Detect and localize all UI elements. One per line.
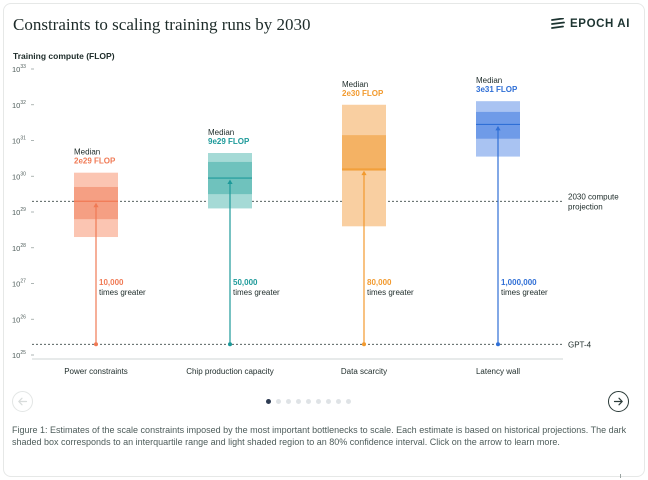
reference-line-label: 2030 compute xyxy=(568,192,619,201)
growth-arrow-head xyxy=(361,170,367,176)
chart-title: Constraints to scaling training runs by … xyxy=(13,15,311,34)
carousel-dot[interactable] xyxy=(316,399,321,404)
iqr-box xyxy=(342,135,386,171)
gpt4-origin-dot xyxy=(496,342,500,347)
y-tick-label: 1028 xyxy=(12,243,26,253)
carousel-dot[interactable] xyxy=(286,399,291,404)
multiplier-value: 10,000 xyxy=(99,278,124,287)
carousel-dot[interactable] xyxy=(346,399,351,404)
multiplier-value: 1,000,000 xyxy=(501,278,537,287)
median-value: 2e30 FLOP xyxy=(342,89,384,98)
multiplier-value: 50,000 xyxy=(233,278,258,287)
y-tick-label: 1031 xyxy=(12,136,26,146)
y-tick-label: 1025 xyxy=(12,350,26,360)
median-label: Median xyxy=(476,76,502,85)
multiplier-suffix: times greater xyxy=(233,288,280,297)
epoch-logo-icon xyxy=(551,18,565,29)
carousel-pagination xyxy=(266,399,351,404)
x-category-label: Data scarcity xyxy=(341,367,387,376)
arrow-right-icon xyxy=(613,397,623,406)
median-value: 2e29 FLOP xyxy=(74,157,116,166)
x-category-label: Chip production capacity xyxy=(186,367,274,376)
y-tick-label: 1032 xyxy=(12,100,26,110)
gpt4-origin-dot xyxy=(94,342,98,347)
growth-arrow-head xyxy=(93,202,99,208)
figure-card xyxy=(3,3,645,477)
carousel-dot[interactable] xyxy=(266,399,271,404)
growth-arrow-head xyxy=(227,179,233,185)
y-tick-label: 1030 xyxy=(12,171,26,181)
reference-line-label: projection xyxy=(568,202,603,211)
y-tick-label: 1026 xyxy=(12,314,26,324)
y-tick-label: 1033 xyxy=(12,64,26,74)
arrow-left-icon xyxy=(18,397,28,406)
median-label: Median xyxy=(342,80,368,89)
figure-caption: Figure 1: Estimates of the scale constra… xyxy=(12,425,627,447)
gpt4-origin-dot xyxy=(228,342,232,347)
carousel-dot[interactable] xyxy=(306,399,311,404)
y-axis-label: Training compute (FLOP) xyxy=(13,51,115,61)
median-value: 3e31 FLOP xyxy=(476,85,518,94)
box-plot-chart: Training compute (FLOP) 1025 1026 1027 1028 1… xyxy=(12,51,619,376)
multiplier-suffix: times greater xyxy=(367,288,414,297)
carousel-dot[interactable] xyxy=(296,399,301,404)
next-slide-button[interactable] xyxy=(608,391,629,412)
multiplier-suffix: times greater xyxy=(99,288,146,297)
gpt4-origin-dot xyxy=(362,342,366,347)
reference-line-label: GPT-4 xyxy=(568,340,592,349)
multiplier-suffix: times greater xyxy=(501,288,548,297)
median-value: 9e29 FLOP xyxy=(208,137,250,146)
page-edge-marker xyxy=(620,474,621,478)
brand-name: EPOCH AI xyxy=(570,18,630,30)
growth-arrow-head xyxy=(495,125,501,131)
x-category-label: Latency wall xyxy=(476,367,520,376)
x-category-label: Power constraints xyxy=(64,367,128,376)
y-tick-label: 1027 xyxy=(12,279,26,289)
previous-slide-button[interactable] xyxy=(12,391,33,412)
carousel-dot[interactable] xyxy=(326,399,331,404)
y-tick-label: 1029 xyxy=(12,207,26,217)
epoch-ai-logo[interactable]: EPOCH AI xyxy=(551,18,630,30)
multiplier-value: 80,000 xyxy=(367,278,392,287)
carousel-dot[interactable] xyxy=(336,399,341,404)
median-label: Median xyxy=(74,148,100,157)
median-label: Median xyxy=(208,128,234,137)
carousel-dot[interactable] xyxy=(276,399,281,404)
